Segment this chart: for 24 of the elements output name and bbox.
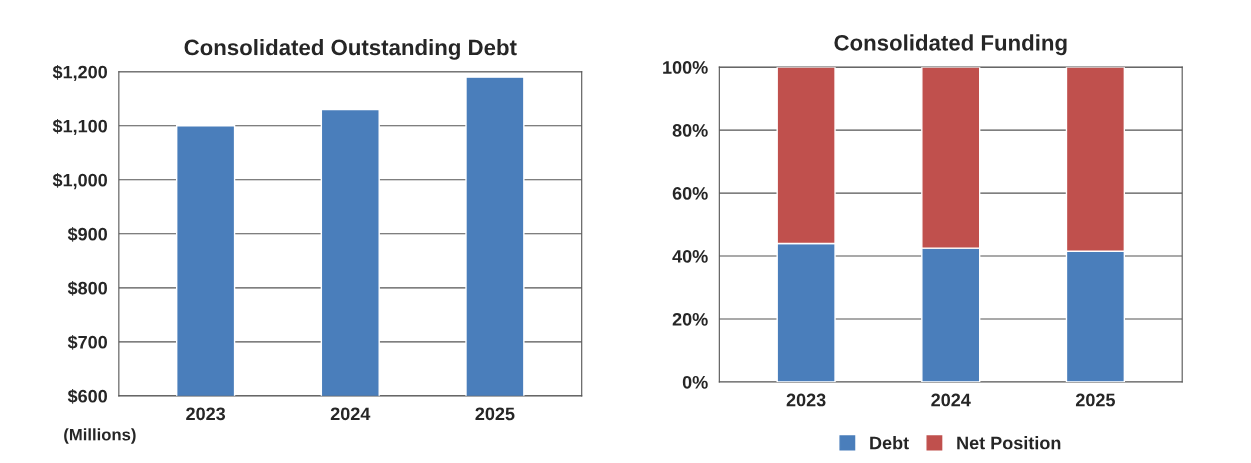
x-tick-label: 2025 [1075,393,1115,407]
y-tick-label: $600 [67,389,107,404]
y-tick-label: 20% [672,312,708,326]
y-tick-label: 100% [663,61,708,74]
y-tick-label: $1,000 [52,172,107,190]
y-tick-label: 0% [682,375,708,389]
legend-label: Debt [870,436,909,450]
y-tick-label: $900 [67,226,107,242]
x-tick-label: 2025 [475,407,515,421]
y-tick-label: $800 [67,280,107,296]
y-tick-label: $700 [67,334,107,350]
x-tick-label: 2023 [186,407,226,421]
y-tick-label: $1,200 [52,64,107,82]
chart-title: Consolidated Outstanding Debt [184,38,517,60]
chart-title: Consolidated Funding [834,34,1067,56]
y-tick-label: $1,100 [52,118,107,136]
x-tick-label: 2024 [330,407,371,421]
text: (Millions) [64,428,136,444]
x-tick-label: 2024 [931,393,971,407]
y-tick-label: 60% [672,187,708,200]
y-tick-label: 80% [672,124,708,137]
legend-label: Net Position [957,436,1061,450]
x-tick-label: 2023 [786,393,826,407]
y-tick-label: 40% [672,249,708,263]
